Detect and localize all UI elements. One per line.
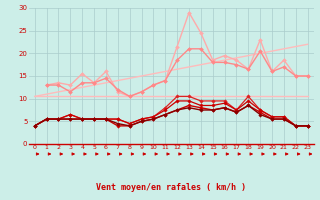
Text: Vent moyen/en rafales ( km/h ): Vent moyen/en rafales ( km/h ) — [96, 183, 246, 192]
